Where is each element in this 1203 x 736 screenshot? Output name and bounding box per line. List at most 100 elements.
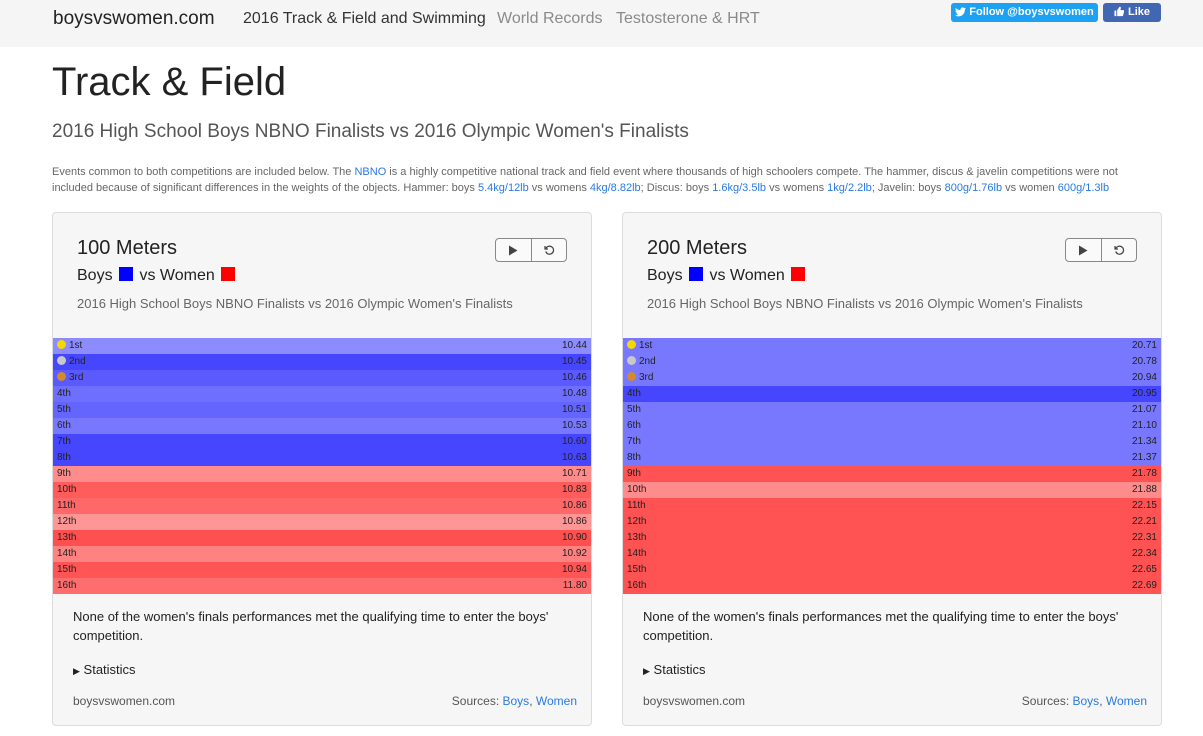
event-subtitle: 2016 High School Boys NBNO Finalists vs … xyxy=(647,296,1083,311)
javelin-boys-link[interactable]: 800g/1.76lb xyxy=(944,182,1003,194)
card-footer-site: boysvswomen.com xyxy=(643,694,746,708)
nav-link-track-swimming[interactable]: 2016 Track & Field and Swimming xyxy=(243,10,486,27)
result-row-women: 10th 10.83 xyxy=(53,482,591,498)
statistics-toggle[interactable]: ▶ Statistics xyxy=(73,662,136,677)
twitter-follow-button[interactable]: Follow @boysvswomen xyxy=(951,3,1098,22)
result-row-women: 11th 10.86 xyxy=(53,498,591,514)
time-value: 22.69 xyxy=(1131,580,1157,591)
place-label: 6th xyxy=(627,420,641,431)
place-label: 10th xyxy=(627,484,647,495)
result-row-women: 12th 22.21 xyxy=(623,514,1161,530)
place-label: 13th xyxy=(627,532,647,543)
time-value: 10.46 xyxy=(561,372,587,383)
result-row-women: 13th 22.31 xyxy=(623,530,1161,546)
play-icon xyxy=(1079,245,1088,255)
result-row-women: 13th 10.90 xyxy=(53,530,591,546)
time-value: 10.53 xyxy=(561,420,587,431)
event-title: 100 Meters xyxy=(77,237,178,259)
discus-women-link[interactable]: 1kg/2.2lb xyxy=(827,182,872,194)
bronze-medal-icon xyxy=(627,372,636,381)
result-row-boys: 2nd 20.78 xyxy=(623,354,1161,370)
place-label: 14th xyxy=(627,548,647,559)
place-label: 4th xyxy=(57,388,71,399)
result-row-women: 9th 10.71 xyxy=(53,466,591,482)
time-value: 11.80 xyxy=(562,580,587,591)
result-row-boys: 7th 21.34 xyxy=(623,434,1161,450)
play-button[interactable] xyxy=(496,239,531,261)
result-row-boys: 5th 10.51 xyxy=(53,402,591,418)
women-swatch xyxy=(791,267,806,281)
facebook-like-button[interactable]: Like xyxy=(1103,3,1161,22)
time-value: 10.92 xyxy=(561,548,587,559)
time-value: 21.07 xyxy=(1131,404,1157,415)
result-row-women: 14th 10.92 xyxy=(53,546,591,562)
place-label: 1st xyxy=(57,338,82,354)
bronze-medal-icon xyxy=(57,372,66,381)
reset-button[interactable] xyxy=(1100,239,1137,261)
intro-paragraph: Events common to both competitions are i… xyxy=(52,166,1118,194)
event-subtitle: 2016 High School Boys NBNO Finalists vs … xyxy=(77,296,513,311)
time-value: 10.90 xyxy=(561,532,587,543)
event-legend: Boys vs Women xyxy=(77,267,237,285)
twitter-follow-label: Follow @boysvswomen xyxy=(969,6,1094,18)
play-button[interactable] xyxy=(1066,239,1101,261)
discus-boys-link[interactable]: 1.6kg/3.5lb xyxy=(712,182,767,194)
result-row-boys: 8th 10.63 xyxy=(53,450,591,466)
time-value: 22.15 xyxy=(1131,500,1157,511)
time-value: 20.95 xyxy=(1131,388,1157,399)
place-label: 15th xyxy=(57,564,77,575)
place-label: 10th xyxy=(57,484,77,495)
results-list: 1st 20.71 2nd 20.78 3rd 20.94 4th 20.95 5th 21.07… xyxy=(623,338,1161,594)
caret-right-icon: ▶ xyxy=(643,666,650,676)
time-value: 10.44 xyxy=(561,340,587,351)
result-row-boys: 3rd 20.94 xyxy=(623,370,1161,386)
statistics-toggle[interactable]: ▶ Statistics xyxy=(643,662,706,677)
source-women-link[interactable]: Women xyxy=(1105,694,1147,708)
result-row-women: 14th 22.34 xyxy=(623,546,1161,562)
time-value: 21.78 xyxy=(1131,468,1157,479)
source-women-link[interactable]: Women xyxy=(535,694,577,708)
result-row-boys: 6th 21.10 xyxy=(623,418,1161,434)
nbno-link[interactable]: NBNO xyxy=(354,166,387,178)
time-value: 10.86 xyxy=(561,516,587,527)
time-value: 20.94 xyxy=(1131,372,1157,383)
reset-button[interactable] xyxy=(530,239,567,261)
source-boys-link[interactable]: Boys xyxy=(502,694,530,708)
result-row-boys: 5th 21.07 xyxy=(623,402,1161,418)
place-label: 11th xyxy=(57,500,76,511)
place-label: 16th xyxy=(627,580,647,591)
result-row-boys: 3rd 10.46 xyxy=(53,370,591,386)
rotate-ccw-icon xyxy=(544,245,554,255)
place-label: 3rd xyxy=(627,370,653,386)
time-value: 10.94 xyxy=(561,564,587,575)
source-boys-link[interactable]: Boys xyxy=(1072,694,1100,708)
site-brand-link[interactable]: boysvswomen.com xyxy=(53,8,215,29)
result-row-women: 10th 21.88 xyxy=(623,482,1161,498)
nav-link-testosterone-hrt[interactable]: Testosterone & HRT xyxy=(616,10,760,27)
place-label: 2nd xyxy=(57,354,86,370)
hammer-boys-link[interactable]: 5.4kg/12lb xyxy=(477,182,529,194)
result-row-women: 11th 22.15 xyxy=(623,498,1161,514)
boys-swatch xyxy=(119,267,134,281)
twitter-bird-icon xyxy=(955,7,967,17)
hammer-women-link[interactable]: 4kg/8.82lb xyxy=(589,182,641,194)
place-label: 7th xyxy=(627,436,641,447)
place-label: 12th xyxy=(57,516,77,527)
place-label: 16th xyxy=(57,580,77,591)
result-row-boys: 4th 10.48 xyxy=(53,386,591,402)
nav-link-world-records[interactable]: World Records xyxy=(497,10,603,27)
place-label: 8th xyxy=(57,452,71,463)
card-footer-sources: Sources: Boys, Women xyxy=(1021,694,1147,708)
time-value: 10.63 xyxy=(561,452,587,463)
playback-controls xyxy=(1065,238,1137,262)
playback-controls xyxy=(495,238,567,262)
place-label: 5th xyxy=(627,404,641,415)
time-value: 10.60 xyxy=(561,436,587,447)
result-row-boys: 2nd 10.45 xyxy=(53,354,591,370)
event-card-200m: 200 Meters Boys vs Women 2016 High Schoo… xyxy=(622,212,1162,726)
silver-medal-icon xyxy=(57,356,66,365)
javelin-women-link[interactable]: 600g/1.3lb xyxy=(1057,182,1110,194)
time-value: 21.34 xyxy=(1131,436,1157,447)
time-value: 21.10 xyxy=(1131,420,1157,431)
time-value: 10.83 xyxy=(561,484,587,495)
